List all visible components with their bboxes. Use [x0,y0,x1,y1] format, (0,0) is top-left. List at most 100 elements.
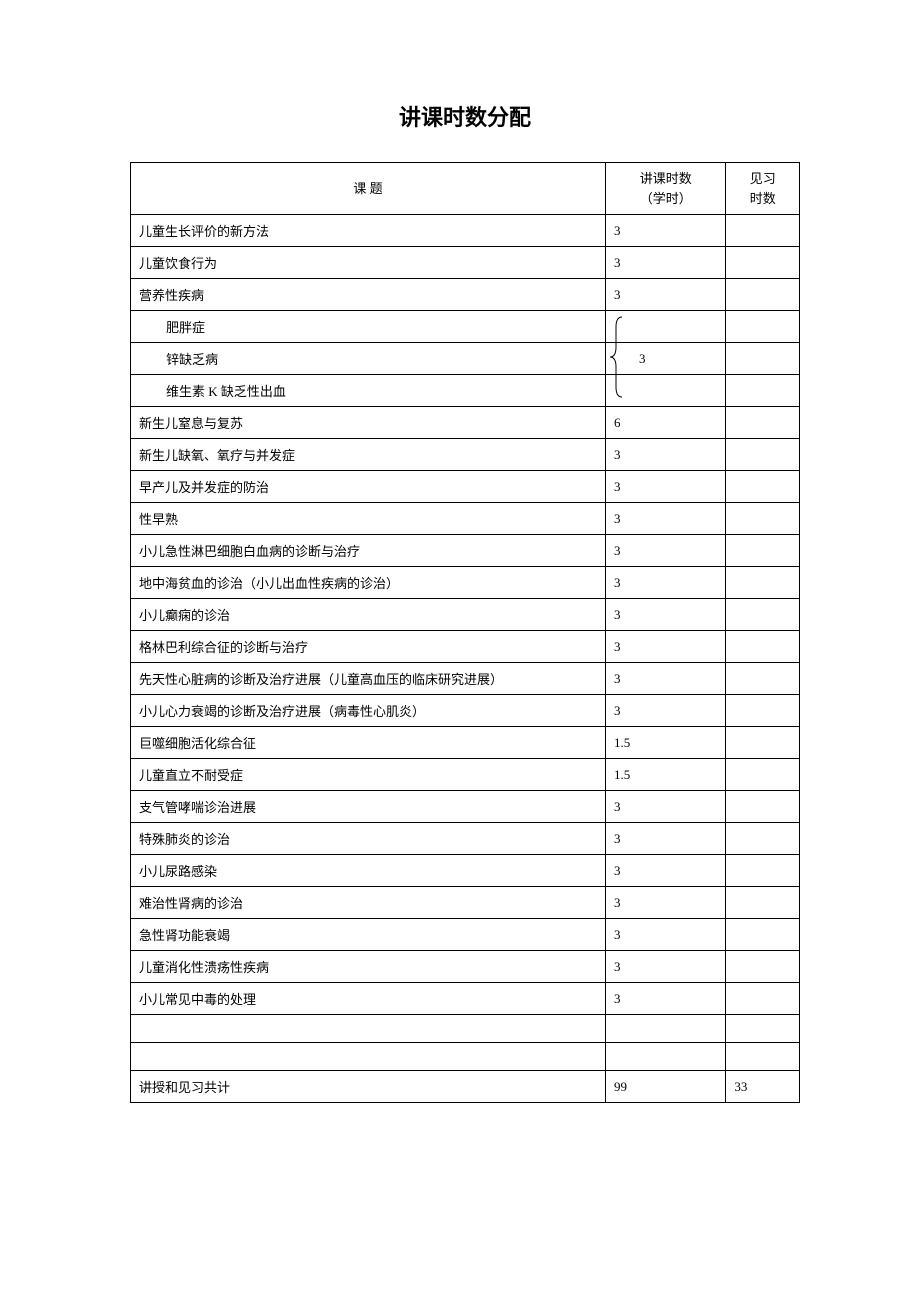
cell-topic: 小儿急性淋巴细胞白血病的诊断与治疗 [131,535,606,567]
table-row: 儿童消化性溃疡性疾病3 [131,951,800,983]
cell-practice [726,727,800,759]
cell-hours: 3 [606,535,726,567]
cell-practice [726,215,800,247]
cell-practice [726,855,800,887]
cell-topic: 锌缺乏病 [131,343,606,375]
cell-practice [726,823,800,855]
cell-topic: 营养性疾病 [131,279,606,311]
cell-practice [726,599,800,631]
table-row: 性早熟3 [131,503,800,535]
cell-topic: 难治性肾病的诊治 [131,887,606,919]
table-row: 难治性肾病的诊治3 [131,887,800,919]
cell-hours: 3 [606,503,726,535]
header-practice-line2: 时数 [750,191,776,206]
cell-topic: 儿童生长评价的新方法 [131,215,606,247]
cell-topic: 新生儿缺氧、氧疗与并发症 [131,439,606,471]
total-practice: 33 [726,1071,800,1103]
cell-topic [131,1015,606,1043]
cell-topic: 格林巴利综合征的诊断与治疗 [131,631,606,663]
cell-hours: 3 [606,439,726,471]
table-row: 儿童饮食行为3 [131,247,800,279]
table-row: 早产儿及并发症的防治3 [131,471,800,503]
cell-topic: 支气管哮喘诊治进展 [131,791,606,823]
cell-practice [726,247,800,279]
cell-practice [726,567,800,599]
cell-hours: 1.5 [606,727,726,759]
cell-topic: 新生儿窒息与复苏 [131,407,606,439]
total-topic: 讲授和见习共计 [131,1071,606,1103]
table-row: 营养性疾病3 [131,279,800,311]
cell-practice [726,887,800,919]
cell-topic: 小儿尿路感染 [131,855,606,887]
table-row: 巨噬细胞活化综合征1.5 [131,727,800,759]
table-row: 锌缺乏病3 [131,343,800,375]
total-hours: 99 [606,1071,726,1103]
cell-topic: 巨噬细胞活化综合征 [131,727,606,759]
cell-practice [726,279,800,311]
cell-hours: 3 [606,695,726,727]
header-hours-line1: 讲课时数 [640,171,692,186]
cell-topic: 小儿心力衰竭的诊断及治疗进展（病毒性心肌炎） [131,695,606,727]
cell-practice [726,535,800,567]
table-row: 小儿心力衰竭的诊断及治疗进展（病毒性心肌炎）3 [131,695,800,727]
cell-topic: 小儿癫痫的诊治 [131,599,606,631]
table-row [131,1015,800,1043]
header-practice-line1: 见习 [750,171,776,186]
cell-topic: 儿童消化性溃疡性疾病 [131,951,606,983]
cell-topic: 维生素 K 缺乏性出血 [131,375,606,407]
cell-topic: 性早熟 [131,503,606,535]
cell-hours: 6 [606,407,726,439]
cell-practice [726,951,800,983]
table-row: 急性肾功能衰竭3 [131,919,800,951]
table-row: 支气管哮喘诊治进展3 [131,791,800,823]
table-row: 特殊肺炎的诊治3 [131,823,800,855]
table-row: 儿童直立不耐受症1.5 [131,759,800,791]
cell-topic [131,1043,606,1071]
cell-practice [726,695,800,727]
cell-hours: 3 [606,663,726,695]
cell-hours: 3 [606,343,726,375]
table-row: 先天性心脏病的诊断及治疗进展（儿童高血压的临床研究进展）3 [131,663,800,695]
cell-hours: 1.5 [606,759,726,791]
cell-hours: 3 [606,567,726,599]
table-row: 小儿急性淋巴细胞白血病的诊断与治疗3 [131,535,800,567]
header-hours-line2: （学时） [640,191,692,206]
cell-hours: 3 [606,215,726,247]
cell-hours: 3 [606,791,726,823]
table-row: 小儿尿路感染3 [131,855,800,887]
cell-hours: 3 [606,983,726,1015]
total-row: 讲授和见习共计9933 [131,1071,800,1103]
cell-topic: 儿童直立不耐受症 [131,759,606,791]
cell-hours: 3 [606,279,726,311]
cell-practice [726,1043,800,1071]
header-topic: 课 题 [131,163,606,215]
cell-hours [606,1015,726,1043]
table-row: 儿童生长评价的新方法3 [131,215,800,247]
cell-practice [726,343,800,375]
cell-practice [726,471,800,503]
cell-practice [726,631,800,663]
cell-practice [726,311,800,343]
table-row: 格林巴利综合征的诊断与治疗3 [131,631,800,663]
cell-hours: 3 [606,887,726,919]
cell-practice [726,503,800,535]
cell-practice [726,407,800,439]
cell-hours: 3 [606,855,726,887]
cell-practice [726,791,800,823]
cell-practice [726,919,800,951]
cell-topic: 先天性心脏病的诊断及治疗进展（儿童高血压的临床研究进展） [131,663,606,695]
cell-hours: 3 [606,599,726,631]
cell-hours: 3 [606,247,726,279]
cell-topic: 地中海贫血的诊治（小儿出血性疾病的诊治） [131,567,606,599]
cell-topic: 肥胖症 [131,311,606,343]
cell-practice [726,439,800,471]
cell-hours: 3 [606,631,726,663]
table-row: 地中海贫血的诊治（小儿出血性疾病的诊治）3 [131,567,800,599]
table-row: 新生儿缺氧、氧疗与并发症3 [131,439,800,471]
cell-practice [726,759,800,791]
cell-practice [726,983,800,1015]
cell-hours: 3 [606,471,726,503]
cell-practice [726,375,800,407]
cell-hours [606,1043,726,1071]
page-title: 讲课时数分配 [130,100,800,132]
